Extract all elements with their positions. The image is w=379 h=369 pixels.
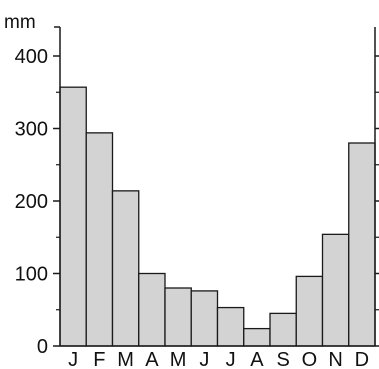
x-tick-label: O (302, 349, 318, 369)
x-tick-label: M (117, 349, 134, 369)
y-tick-label: 200 (15, 191, 48, 213)
bar-12 (348, 142, 376, 347)
x-tick-label: S (276, 349, 289, 369)
bars-layer (59, 86, 376, 347)
bar-1 (59, 86, 87, 347)
y-axis-unit-label: mm (4, 12, 36, 33)
bar-7 (216, 306, 245, 347)
x-tick-label: D (355, 349, 369, 369)
x-tick-label: F (93, 349, 105, 369)
bar-5 (164, 287, 192, 347)
x-tick-label: A (250, 349, 264, 369)
axes-layer (53, 26, 379, 347)
x-tick-label: J (199, 349, 209, 369)
x-tick-label: N (328, 349, 342, 369)
bar-8 (243, 327, 271, 347)
y-tick-label: 0 (37, 336, 48, 358)
bar-4 (138, 272, 166, 347)
x-tick-label: J (226, 349, 236, 369)
y-tick-label: 400 (15, 46, 48, 68)
x-tick-label: M (170, 349, 187, 369)
bar-6 (190, 290, 219, 347)
y-tick-label: 300 (15, 119, 48, 141)
bar-9 (269, 312, 297, 347)
x-tick-label: J (68, 349, 78, 369)
bar-10 (295, 275, 324, 347)
x-tick-label: A (145, 349, 159, 369)
bar-3 (111, 190, 140, 347)
y-tick-label: 100 (15, 264, 48, 286)
bar-2 (85, 132, 114, 347)
bar-11 (321, 233, 350, 347)
